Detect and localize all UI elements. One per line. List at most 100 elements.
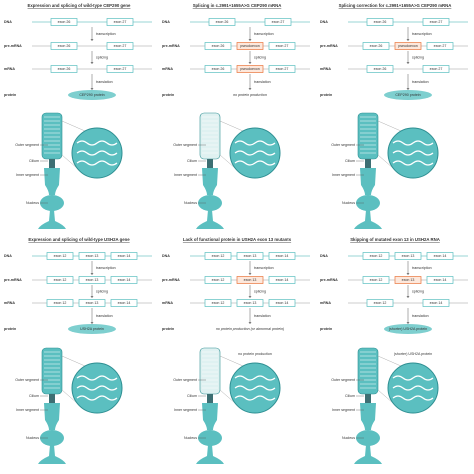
row-label: DNA	[320, 20, 328, 24]
synapse	[196, 445, 224, 464]
exon-label: exon 14	[276, 301, 289, 305]
step-label: splicing	[96, 55, 108, 59]
exon	[264, 18, 292, 26]
panel-title: Splicing in c.2991+1655A>G CEP290 mRNA	[193, 3, 282, 8]
cell-label: Inner segment	[16, 173, 39, 177]
row-label: pre-mRNA	[162, 278, 180, 282]
synapse	[38, 445, 66, 464]
exon	[110, 276, 138, 284]
exon-label: exon 12	[212, 278, 225, 282]
arrow-head	[90, 273, 94, 275]
cell-label: Nucleus	[342, 201, 355, 205]
step-label: translation	[96, 80, 113, 84]
step-label: translation	[254, 314, 271, 318]
step-label: translation	[96, 314, 113, 318]
step-label: transcription	[412, 266, 432, 270]
membrane-wave	[76, 375, 118, 381]
exon-label: exon 26	[58, 67, 71, 71]
protein-label: (shorter) USH2A protein	[389, 327, 427, 331]
outer-segment	[41, 347, 63, 395]
cell-label: Outer segment	[15, 143, 39, 147]
membrane-wave	[392, 150, 434, 156]
exon	[204, 42, 232, 50]
exon-label: exon 27	[114, 44, 127, 48]
step-label: translation	[412, 314, 429, 318]
cell-label: Nucleus	[184, 201, 197, 205]
row-label: protein	[320, 93, 332, 97]
nucleus	[356, 430, 380, 446]
arrow-head	[90, 39, 94, 41]
cell-note: (shorter) USH2A protein	[394, 352, 432, 356]
membrane-wave	[234, 140, 276, 146]
cell-label: Nucleus	[184, 436, 197, 440]
exon	[204, 276, 232, 284]
exon-label: exon 14	[276, 278, 289, 282]
exon-label: exon 27	[276, 67, 289, 71]
exon	[268, 299, 296, 307]
row-label: mRNA	[320, 67, 331, 71]
row-label: pre-mRNA	[320, 278, 338, 282]
step-label: transcription	[254, 266, 274, 270]
arrow-head	[90, 88, 94, 90]
cell-label: Cilium	[187, 159, 197, 163]
exon	[394, 42, 422, 50]
exon-label: exon 27	[114, 67, 127, 71]
exon	[268, 42, 296, 50]
protein-label: CEP290 protein	[79, 93, 104, 97]
cell-label: Inner segment	[16, 408, 39, 412]
arrow-head	[406, 39, 410, 41]
row-label: DNA	[162, 20, 170, 24]
exon	[268, 252, 296, 260]
arrow-head	[406, 88, 410, 90]
exon-label: exon 26	[374, 67, 387, 71]
membrane-wave	[392, 395, 434, 401]
membrane-wave	[76, 140, 118, 146]
protein	[384, 324, 432, 334]
exon	[78, 252, 106, 260]
exon	[204, 252, 232, 260]
protein-label: USH2A protein	[80, 327, 104, 331]
cell-label: Nucleus	[342, 436, 355, 440]
cell-label: Inner segment	[174, 173, 197, 177]
panel-title: Expression and splicing of wild-type USH…	[28, 237, 130, 242]
exon	[236, 252, 264, 260]
row-label: DNA	[4, 254, 12, 258]
row-label: mRNA	[162, 67, 173, 71]
outer-segment	[41, 112, 63, 160]
arrow-head	[406, 62, 410, 64]
cilium	[207, 159, 213, 168]
protein-label: no protein production (or abnormal prote…	[216, 327, 284, 331]
exon-label: exon 27	[272, 20, 285, 24]
row-label: mRNA	[162, 301, 173, 305]
exon-label: exon 13	[402, 254, 415, 258]
protein	[68, 324, 116, 334]
cell-label: Outer segment	[15, 378, 39, 382]
cell-label: Cilium	[345, 394, 355, 398]
exon	[236, 42, 264, 50]
panel-title: Expression and splicing of wild-type CEP…	[28, 3, 132, 8]
exon-label: exon 13	[402, 278, 415, 282]
exon-label: exon 13	[86, 278, 99, 282]
step-label: translation	[412, 80, 429, 84]
outer-segment	[357, 112, 379, 160]
row-label: mRNA	[4, 301, 15, 305]
step-label: splicing	[412, 55, 424, 59]
exon	[362, 276, 390, 284]
exon	[426, 252, 454, 260]
exon	[46, 299, 74, 307]
cell-label: Outer segment	[331, 143, 355, 147]
outer-segment	[199, 347, 221, 395]
cilium	[207, 394, 213, 403]
exon-label: exon 14	[434, 254, 447, 258]
exon-label: exon 27	[430, 20, 443, 24]
protein-label: CEP290 protein	[395, 93, 420, 97]
exon-label: exon 26	[370, 44, 383, 48]
exon-label: exon 12	[374, 301, 387, 305]
exon	[78, 299, 106, 307]
arrow-head	[406, 296, 410, 298]
row-label: mRNA	[4, 67, 15, 71]
arrow-head	[248, 62, 252, 64]
exon-label: exon 27	[276, 44, 289, 48]
exon	[50, 18, 78, 26]
row-label: protein	[4, 327, 16, 331]
